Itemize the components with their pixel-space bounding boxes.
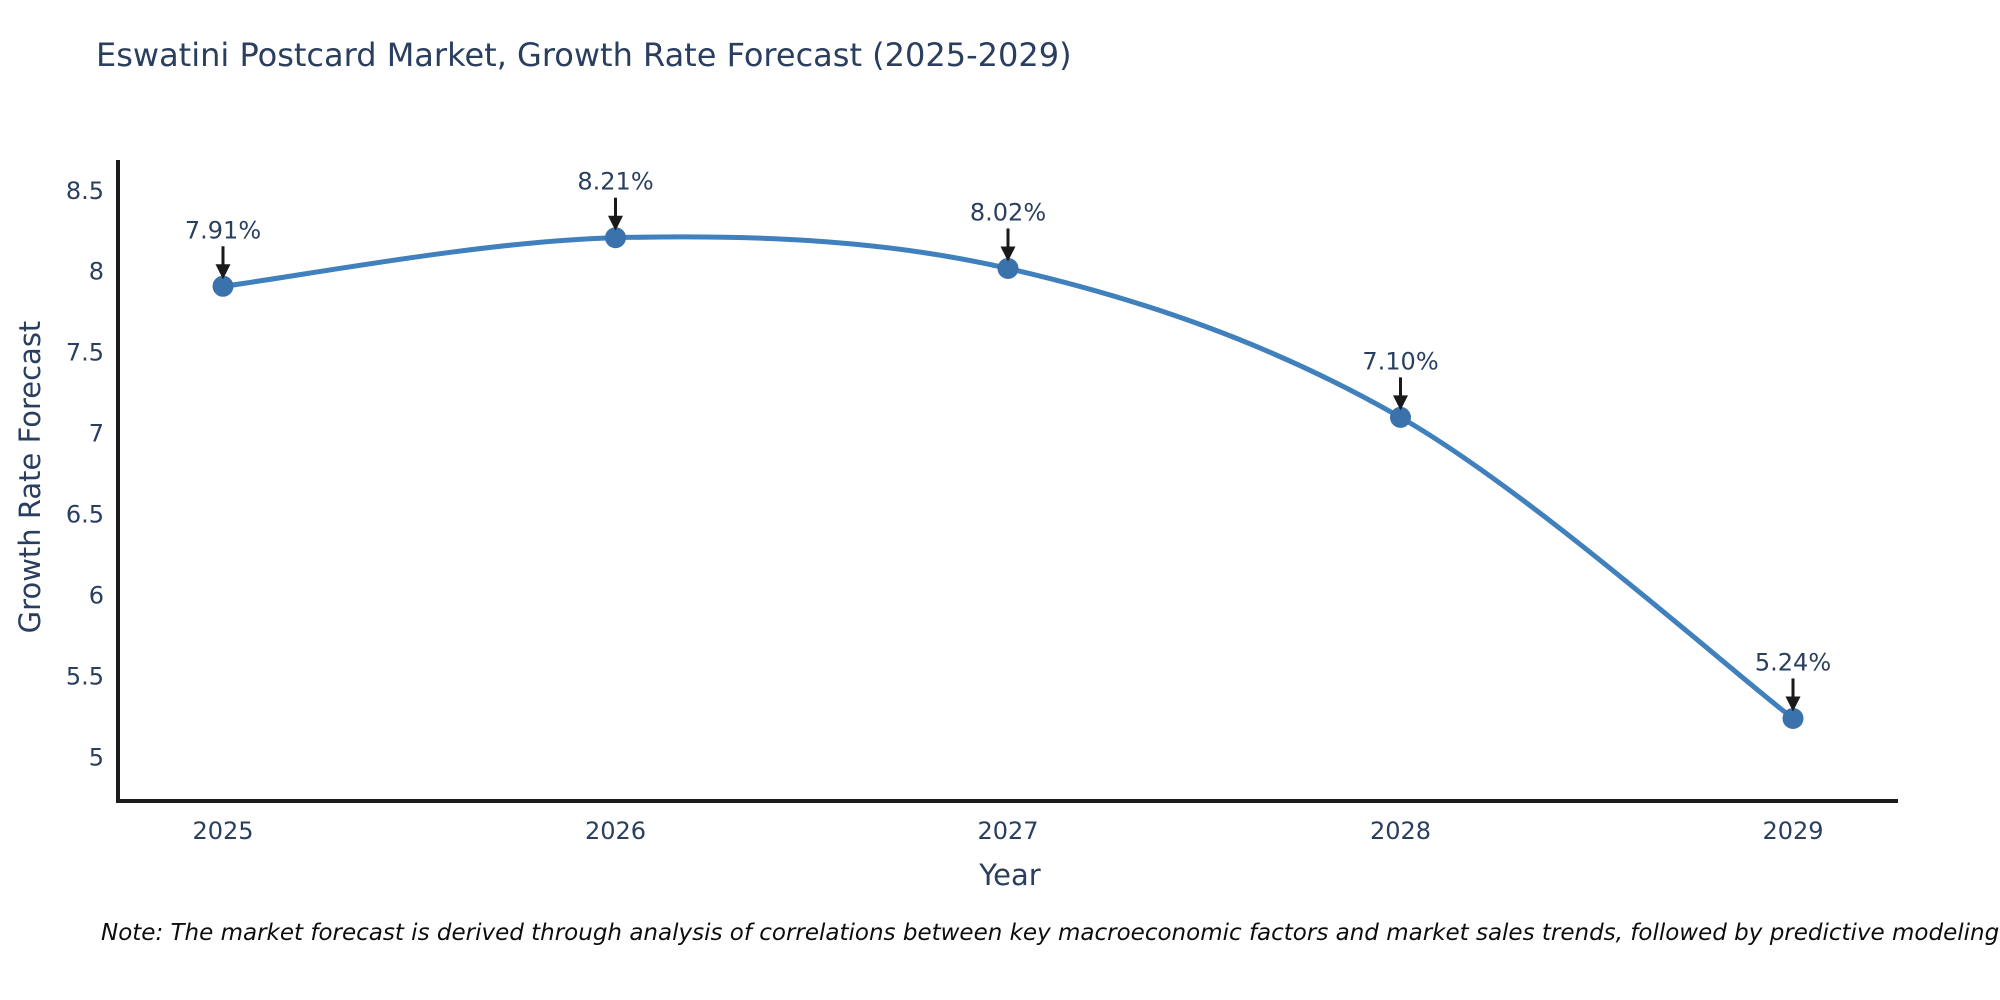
- y-tick-label: 5: [89, 743, 104, 771]
- chart-title: Eswatini Postcard Market, Growth Rate Fo…: [96, 36, 1072, 74]
- y-tick-label: 6: [89, 581, 104, 609]
- data-point-marker: [1390, 406, 1411, 428]
- x-tick-label: 2029: [1762, 817, 1823, 845]
- x-tick-label: 2027: [977, 817, 1038, 845]
- y-axis-title: Growth Rate Forecast: [13, 320, 47, 634]
- annotation-arrowhead: [215, 264, 231, 280]
- y-tick-label: 8: [89, 258, 104, 286]
- annotation-label: 8.02%: [970, 198, 1046, 226]
- y-tick-label: 7: [89, 420, 104, 448]
- annotation-arrowhead: [608, 215, 623, 231]
- x-tick-label: 2028: [1370, 817, 1431, 845]
- y-tick-label: 5.5: [66, 662, 104, 690]
- data-point-marker: [997, 257, 1019, 279]
- footnote: Note: The market forecast is derived thr…: [101, 920, 2000, 946]
- data-point-marker: [605, 227, 626, 249]
- y-tick-label: 6.5: [66, 500, 104, 528]
- annotation-label: 7.10%: [1362, 347, 1438, 375]
- annotation-label: 7.91%: [185, 216, 261, 244]
- y-tick-label: 8.5: [66, 177, 104, 205]
- annotation-arrowhead: [1000, 246, 1016, 262]
- annotation-arrowhead: [1393, 395, 1408, 411]
- x-tick-label: 2026: [585, 817, 646, 845]
- data-point-marker: [212, 275, 234, 297]
- data-point-marker: [1782, 707, 1804, 729]
- series-line: [220, 234, 1796, 721]
- annotation-label: 5.24%: [1755, 648, 1831, 676]
- annotation-label: 8.21%: [577, 168, 653, 196]
- y-tick-label: 7.5: [66, 339, 104, 367]
- x-axis-title: Year: [979, 858, 1041, 892]
- x-tick-label: 2025: [192, 817, 253, 845]
- annotation-arrowhead: [1785, 696, 1801, 712]
- footnote-strip: Note: The market forecast is derived thr…: [0, 915, 2000, 965]
- axis-lines: [116, 160, 1898, 803]
